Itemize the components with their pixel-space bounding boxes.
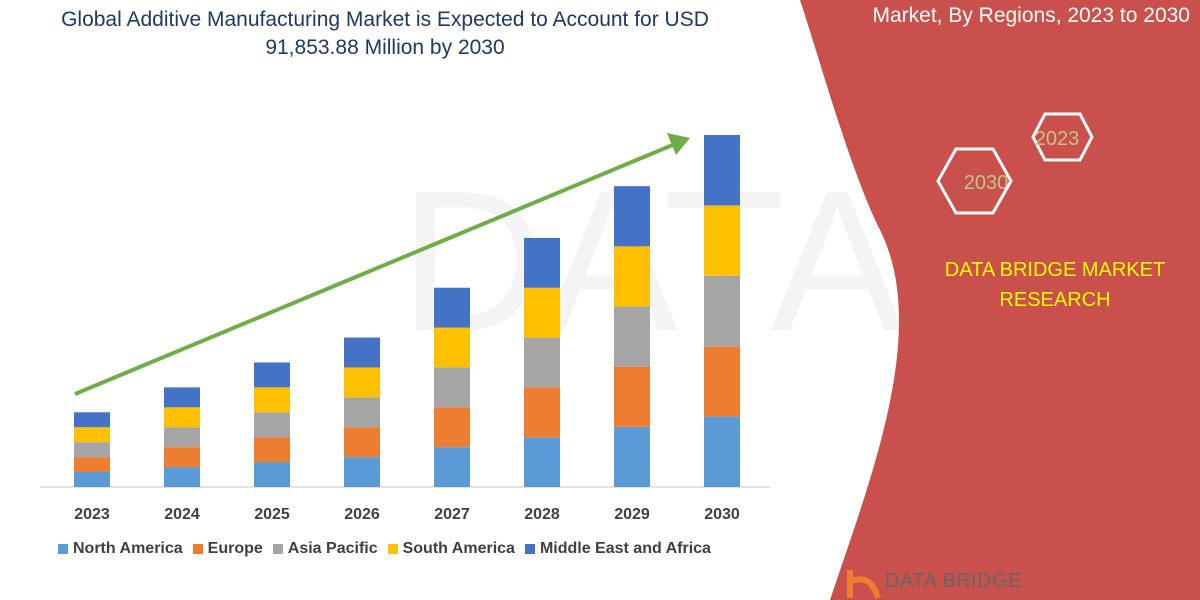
x-tick-label: 2029 (614, 506, 650, 523)
bar-2029-south-america (614, 246, 650, 307)
logo-text: DATA BRIDGE (885, 570, 1023, 592)
bar-2023-middle-east-and-africa (74, 412, 110, 428)
legend-swatch (58, 544, 68, 554)
bar-2024-europe (164, 447, 200, 468)
x-tick-label: 2028 (524, 506, 560, 523)
bar-2027-europe (434, 407, 470, 448)
bar-2026-north-america (344, 457, 380, 487)
bar-2023-south-america (74, 427, 110, 443)
legend-swatch (272, 544, 283, 554)
legend-item: Europe (192, 540, 263, 558)
hexagon-2030 (936, 147, 1013, 215)
bar-2026-asia-pacific (344, 397, 380, 428)
legend-label: North America (73, 540, 183, 557)
bar-2025-south-america (254, 387, 290, 413)
bar-2028-asia-pacific (524, 337, 560, 388)
bar-2028-south-america (524, 287, 560, 338)
legend-label: South America (402, 540, 515, 557)
legend-swatch (524, 544, 535, 554)
logo-icon (847, 570, 881, 599)
trend-arrow (74, 142, 676, 396)
red-panel (800, 0, 1200, 600)
legend-item: South America (387, 540, 515, 558)
bar-2023-north-america (74, 472, 110, 487)
legend-label: Asia Pacific (287, 540, 378, 557)
bar-2026-middle-east-and-africa (344, 337, 380, 368)
bar-2025-middle-east-and-africa (254, 362, 290, 388)
bar-2025-north-america (254, 462, 290, 487)
bar-2029-asia-pacific (614, 306, 650, 367)
hexagon-label-2030: 2030 (964, 172, 1009, 194)
bar-2028-middle-east-and-africa (524, 237, 560, 288)
bar-2027-south-america (434, 327, 470, 368)
bar-2029-north-america (614, 426, 650, 487)
bar-2027-asia-pacific (434, 367, 470, 408)
bar-2025-europe (254, 437, 290, 463)
bar-2029-middle-east-and-africa (614, 186, 650, 247)
bar-2030-south-america (704, 205, 740, 276)
bar-2030-europe (704, 346, 740, 417)
bar-2024-asia-pacific (164, 427, 200, 448)
bar-2030-middle-east-and-africa (704, 135, 740, 206)
brand-text: DATA BRIDGE MARKET RESEARCH (944, 259, 1166, 311)
legend-label: Middle East and Africa (539, 540, 711, 557)
x-tick-label: 2027 (434, 506, 470, 523)
bar-2030-asia-pacific (704, 275, 740, 347)
bar-2030-north-america (704, 416, 740, 487)
hexagon-label-2023: 2023 (1035, 128, 1080, 150)
legend-swatch (387, 544, 398, 554)
bar-2024-south-america (164, 407, 200, 428)
bar-2027-north-america (434, 447, 470, 487)
legend-item: Asia Pacific (272, 540, 378, 558)
x-tick-label: 2026 (344, 506, 380, 523)
bar-2024-middle-east-and-africa (164, 387, 200, 408)
legend-label: Europe (207, 540, 263, 557)
x-tick-label: 2024 (164, 506, 200, 523)
x-tick-label: 2025 (254, 506, 290, 523)
bar-2028-north-america (524, 437, 560, 487)
legend-item: North America (58, 540, 183, 558)
bar-2029-europe (614, 366, 650, 427)
hexagon-2023 (1031, 112, 1094, 162)
bar-2027-middle-east-and-africa (434, 287, 470, 328)
chart-title: Global Additive Manufacturing Market is … (61, 8, 709, 59)
bar-2026-europe (344, 427, 380, 458)
legend: North America Europe Asia Pacific South Ame… (58, 540, 711, 558)
side-title: Market, By Regions, 2023 to 2030 (872, 4, 1190, 27)
bar-2024-north-america (164, 467, 200, 487)
x-tick-label: 2023 (74, 506, 110, 523)
x-tick-label: 2030 (704, 506, 740, 523)
bar-2023-europe (74, 457, 110, 473)
bar-2026-south-america (344, 367, 380, 398)
trend-arrow-head (667, 133, 690, 155)
bar-2025-asia-pacific (254, 412, 290, 438)
legend-swatch (192, 544, 203, 554)
bar-2028-europe (524, 387, 560, 438)
legend-item: Middle East and Africa (524, 540, 711, 558)
bar-2023-asia-pacific (74, 442, 110, 458)
